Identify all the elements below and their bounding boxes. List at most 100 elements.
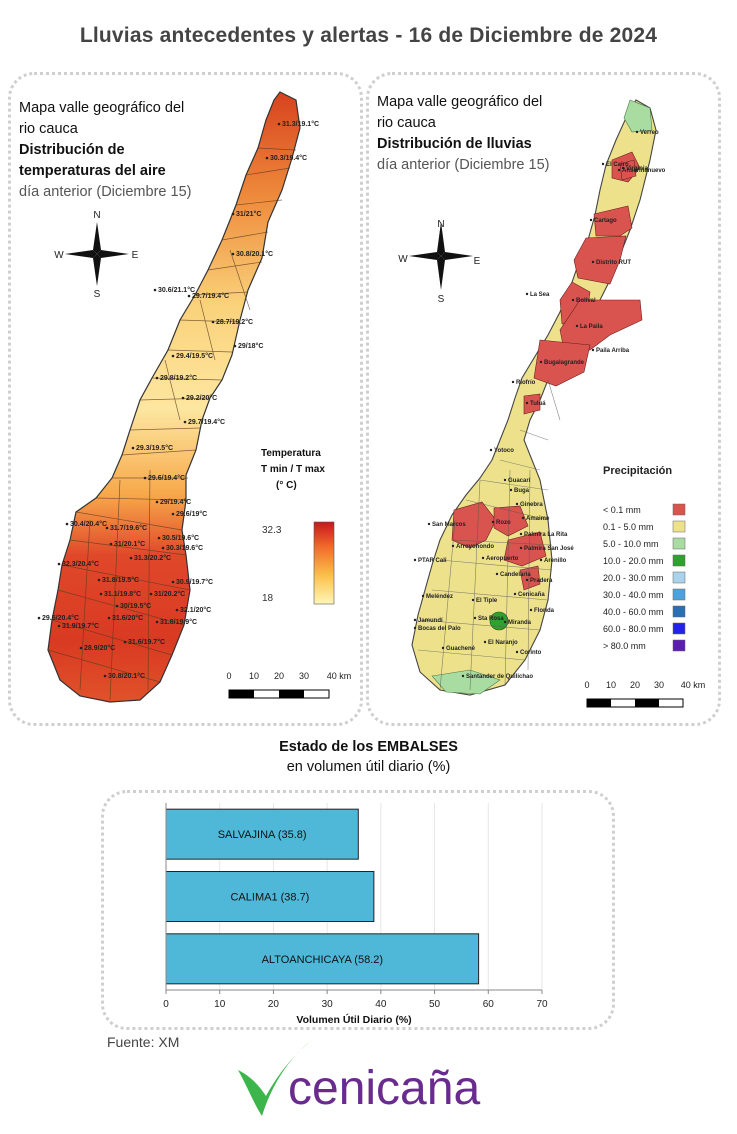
station-dot (129, 556, 133, 560)
place-label: Florida (534, 608, 555, 614)
temperature-compass: N S W E (54, 210, 138, 300)
place-dot (511, 380, 515, 384)
place-dot (519, 546, 523, 550)
place-label: Virginia (626, 166, 649, 172)
place-dot (427, 522, 431, 526)
temperature-map-panel: Mapa valle geográfico del rio cauca Dist… (8, 72, 363, 726)
station-dot (99, 592, 103, 596)
place-dot (591, 348, 595, 352)
place-label: El Tiple (476, 598, 498, 604)
station-label: 29.6/19.4°C (148, 474, 185, 482)
station-label: 29.7/19.4°C (188, 418, 225, 426)
station-label: 29.4/19.5°C (176, 352, 213, 360)
rain-legend-label: 30.0 - 40.0 mm (603, 590, 664, 600)
place-label: Candelaria (500, 572, 531, 578)
station-dot (97, 578, 101, 582)
station-dot (143, 476, 147, 480)
place-label: Yotoco (494, 448, 514, 454)
place-label: Corinto (520, 650, 542, 656)
place-dot (471, 598, 475, 602)
rain-legend-label: 60.0 - 80.0 mm (603, 624, 664, 634)
station-label: 30.8/20.1°C (108, 672, 145, 680)
temperature-map-subtitle: día anterior (Diciembre 15) (19, 184, 192, 200)
temperature-map: N S W E 31.3/19.1°C 30.3/19.4°C 31/21°C 30.… (37, 91, 351, 703)
reservoir-bar-label: ALTOANCHICAYA (58.2) (262, 954, 383, 966)
place-dot (461, 674, 465, 678)
temp-scale-label-10: 10 (249, 671, 259, 681)
place-dot (413, 626, 417, 630)
rain-map-subtitle: día anterior (Diciembre 15) (377, 157, 550, 173)
station-label: 28.7/19.2°C (216, 318, 253, 326)
rain-compass-east-label: E (474, 256, 481, 267)
station-label: 29.7/19.4°C (192, 292, 229, 300)
place-label: La Paila (580, 324, 603, 330)
bar-chart-tick-label: 30 (322, 999, 334, 1010)
bar-chart-tick-label: 20 (268, 999, 280, 1010)
station-label: 29.2/20°C (186, 394, 217, 402)
place-label: Sta Rosa (478, 616, 504, 622)
rain-scale-label-40: 40 km (681, 680, 706, 690)
rain-legend-swatch (672, 503, 686, 516)
rain-legend-label: 20.0 - 30.0 mm (603, 573, 664, 583)
place-dot (473, 616, 477, 620)
place-dot (601, 162, 605, 166)
place-dot (539, 360, 543, 364)
rain-map-panel: Mapa valle geográfico del rio cauca Dist… (366, 72, 721, 726)
rain-scale-bar: 0 10 20 30 40 km (584, 680, 706, 708)
place-label: Cartago (594, 218, 617, 224)
place-dot (525, 292, 529, 296)
station-dot (161, 546, 165, 550)
place-label: Ginebra (520, 502, 543, 508)
station-label: 31.7/19.6°C (110, 524, 147, 532)
station-dot (79, 646, 83, 650)
place-label: El Cairo (606, 162, 629, 168)
place-label: San Marcos (432, 522, 466, 528)
station-dot (171, 580, 175, 584)
place-label: Guacarí (508, 478, 531, 484)
bar-chart-tick-label: 10 (214, 999, 226, 1010)
station-dot (181, 396, 185, 400)
place-dot (519, 532, 523, 536)
station-dot (171, 354, 175, 358)
rain-legend-swatch (672, 622, 686, 635)
station-label: 30/19.5°C (120, 602, 151, 610)
station-dot (277, 122, 281, 126)
place-label: Paila Arriba (596, 348, 630, 354)
place-label: El Naranjo (488, 640, 518, 646)
place-label: Miranda (508, 620, 532, 626)
place-label: Palmira San José (524, 546, 574, 552)
station-dot (103, 674, 107, 678)
temp-scale-label-30: 30 (299, 671, 309, 681)
place-label: Santander de Quilichao (466, 674, 533, 680)
station-dot (265, 156, 269, 160)
station-label: 32.1/20°C (180, 606, 211, 614)
reservoir-bar-label: CALIMA1 (38.7) (230, 892, 309, 904)
place-label: La Sea (530, 292, 550, 298)
place-label: Tuluá (530, 401, 546, 407)
temperature-color-ramp (313, 521, 335, 605)
place-dot (491, 520, 495, 524)
rain-light-green-north (623, 99, 653, 133)
compass-south-label: S (94, 289, 101, 300)
rain-legend-swatch (672, 554, 686, 567)
rain-map-title-bold: Distribución de lluvias (377, 136, 532, 152)
station-dot (187, 294, 191, 298)
station-label: 29/18°C (238, 342, 263, 350)
source-note: Fuente: XM (107, 1034, 180, 1050)
station-dot (155, 376, 159, 380)
bar-chart-tick-label: 50 (429, 999, 441, 1010)
place-label: Pradera (530, 578, 553, 584)
temperature-map-title-line2: rio cauca (19, 121, 78, 137)
station-dot (175, 608, 179, 612)
reservoir-chart-heading: Estado de los EMBALSES en volumen útil d… (0, 737, 737, 777)
rain-legend-label: 10.0 - 20.0 mm (603, 556, 664, 566)
place-label: Palmira La Rita (524, 532, 568, 538)
place-dot (503, 620, 507, 624)
rain-legend: Precipitación < 0.1 mm 0.1 - 5.0 mm 5.0 - … (603, 465, 686, 652)
rain-compass: N S W E (398, 219, 480, 305)
station-label: 31.8/19.9°C (160, 618, 197, 626)
station-dot (231, 252, 235, 256)
temperature-legend: Temperatura T min / T max (° C) 32.3 18 (261, 448, 335, 605)
place-label: Amaime (526, 516, 550, 522)
